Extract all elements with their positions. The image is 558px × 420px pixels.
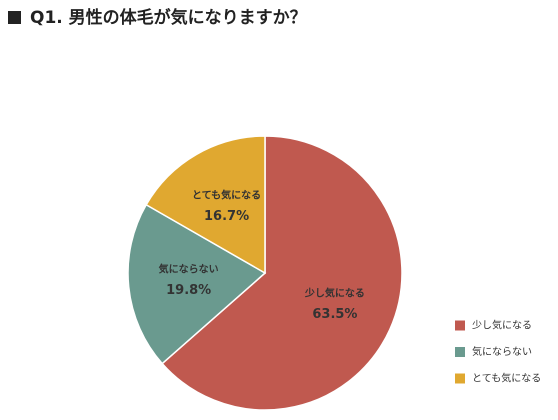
title-marker (8, 11, 21, 24)
slice-value: 16.7% (204, 209, 249, 224)
pie-slice (145, 135, 266, 275)
pie-slice (161, 135, 403, 411)
slice-name: 気にならない (158, 263, 219, 276)
chart-title: Q1. 男性の体毛が気になりますか？ (30, 7, 307, 28)
legend-swatch (455, 373, 465, 384)
legend-swatch (455, 347, 465, 357)
slice-name: とても気になる (192, 189, 261, 202)
slice-value: 63.5% (312, 307, 357, 322)
slice-name: 少し気になる (304, 287, 365, 300)
legend-swatch (455, 320, 465, 331)
legend-text: 気にならない (472, 345, 532, 358)
legend-text: とても気になる (472, 372, 541, 385)
legend-text: 少し気になる (472, 319, 532, 332)
pie-slice (127, 203, 267, 365)
slice-value: 19.8% (166, 283, 211, 298)
